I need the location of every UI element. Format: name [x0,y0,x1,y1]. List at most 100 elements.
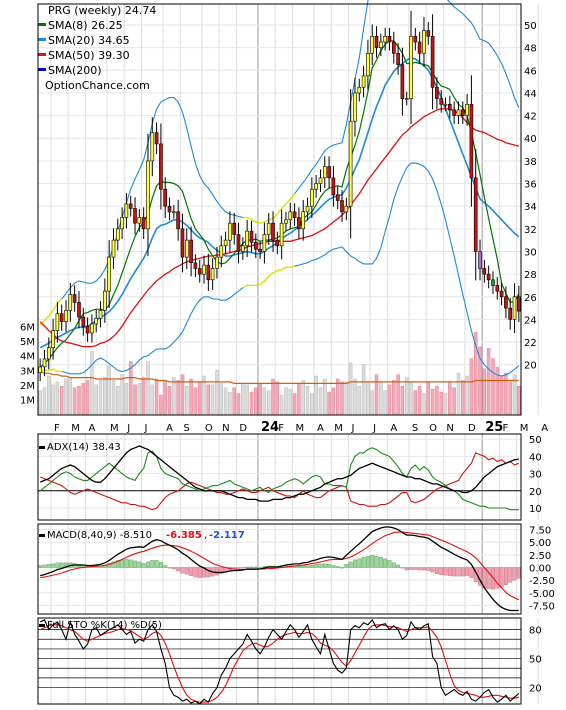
candle-body [111,239,116,258]
legend-label: SMA(200) [48,64,102,77]
volume-bar [185,386,189,415]
macd-hist-bar [249,566,254,568]
macd-tick-label: 2.50 [529,551,551,562]
volume-bar [254,387,258,415]
volume-bar [116,386,120,415]
volume-bar [353,378,357,415]
volume-bar [301,380,305,415]
adx-tick-label: 30 [529,470,542,481]
chart-title: PRG (weekly) 24.74 [48,4,156,17]
volume-bar [288,388,293,415]
candle-body [486,273,491,281]
volume-bar [38,390,42,415]
candle-body [215,256,219,269]
macd-hist-bar [297,565,301,568]
candle-body [370,35,375,54]
volume-bar [241,383,245,415]
macd-hist-bar [150,560,155,568]
volume-bar [452,387,456,415]
bb-squeeze-segment [43,315,50,322]
volume-bar [335,378,340,415]
macd-hist-bar [46,564,51,568]
macd-hist-bar [370,555,375,568]
bb-squeeze-segment [268,217,274,221]
volume-bar [176,380,180,415]
candle-body [59,313,64,322]
volume-bar [361,364,366,415]
volume-bar [206,384,211,415]
candle-body [98,309,103,319]
candle-body [128,203,133,209]
volume-bar [499,375,504,415]
volume-bar [249,391,254,415]
macd-tick-label: -2.50 [529,576,555,587]
price-tick-label: 32 [524,225,537,236]
macd-hist-bar [318,563,323,568]
candle-body [460,109,465,116]
volume-bar [232,387,236,415]
macd-hist-bar [516,567,521,579]
macd-hist-bar [443,567,448,576]
bb-squeeze-segment [52,303,58,311]
candle-body [167,205,172,213]
candle-body [353,92,357,122]
volume-bar [323,378,327,415]
price-tick-label: 44 [524,89,537,100]
volume-bar [163,380,167,415]
candle-body [146,160,150,230]
volume-bar [366,381,370,415]
sto-k-line [39,618,520,705]
volume-bar [137,383,142,415]
bb-squeeze-segment [263,275,270,282]
volume-bar [154,378,159,415]
candle-body [197,268,202,275]
macd-hist-bar [404,567,409,571]
macd-hist-bar [396,564,401,568]
volume-bar [495,367,500,415]
x-axis-label: S [412,423,418,434]
candle-body [314,183,318,190]
volume-bar [47,375,51,415]
macd-hist-bar [309,564,314,568]
volume-bar [271,378,275,415]
candle-body [124,203,129,218]
macd-hist-bar [508,567,513,583]
candle-body [202,264,206,275]
macd-hist-bar [452,567,457,577]
candle-body [435,87,439,99]
volume-bar [305,386,310,415]
x-axis-label: F [54,423,60,434]
macd-hist-bar [366,556,370,568]
candle-body [176,211,180,230]
candle-body [284,219,288,224]
volume-bar [146,361,150,415]
volume-bar [245,384,249,415]
volume-bar [404,377,409,415]
candle-body [185,239,189,258]
x-axis-label: F [502,423,508,434]
macd-hist-bar [383,558,388,568]
macd-hist-bar [327,564,332,568]
bb-squeeze-segment [281,203,287,209]
price-frame [37,3,522,416]
macd-hist-bar [460,567,465,577]
macd-hist-bar [42,564,47,568]
macd-hist-bar [55,562,60,568]
price-tick-label: 34 [524,202,537,213]
legend-label: SMA(8) 26.25 [48,19,123,32]
macd-hist-bar [409,567,413,570]
candle-body [38,366,42,373]
x-axis-label: D [239,423,247,434]
volume-bar [236,393,241,415]
volume-bar [64,378,68,415]
volume-bar [297,383,301,415]
candle-body [210,268,215,281]
candle-body [508,307,513,320]
candle-body [72,294,77,303]
sto-frame [37,617,522,705]
legend-swatch [38,23,46,26]
macd-hist-bar [353,559,357,568]
volume-bar [42,387,47,415]
candle-body [439,98,444,105]
candle-body [64,309,68,322]
